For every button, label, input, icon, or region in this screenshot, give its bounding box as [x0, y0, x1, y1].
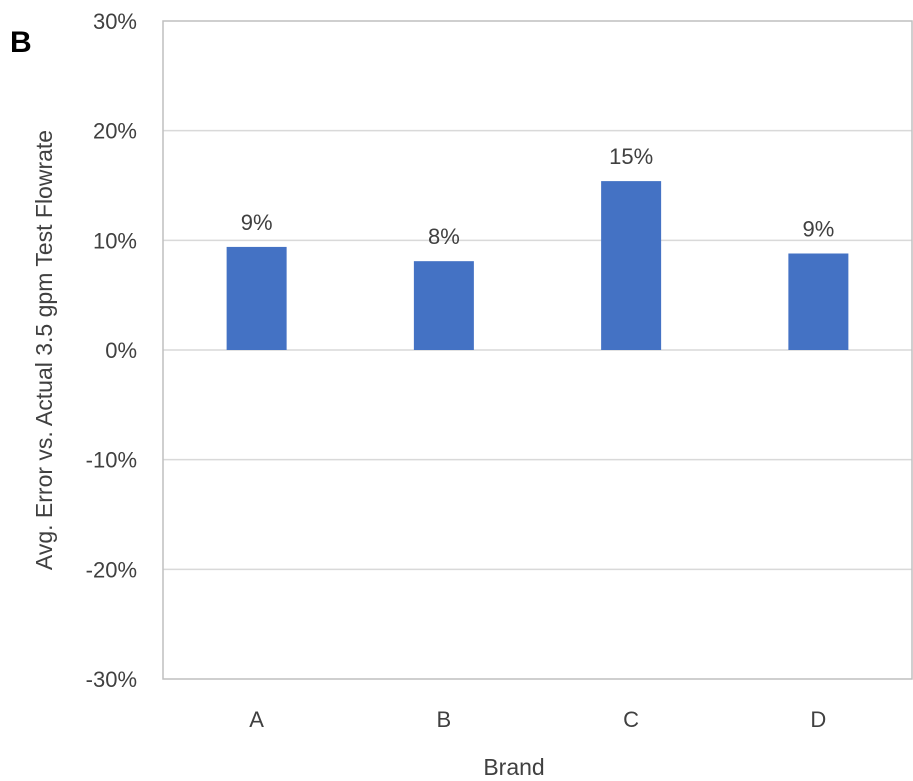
panel-label: B: [10, 26, 32, 59]
y-tick-label: -20%: [86, 557, 137, 582]
bar-c: [601, 181, 662, 350]
x-axis-ticks: A B C D: [249, 707, 826, 732]
y-axis-ticks: 30% 20% 10% 0% -10% -20% -30%: [86, 9, 137, 692]
bar-a: [226, 246, 287, 350]
plot-area-border: [162, 20, 913, 680]
y-tick-label: 30%: [93, 9, 137, 34]
x-tick-label-d: D: [810, 707, 826, 732]
x-tick-label-a: A: [249, 707, 264, 732]
x-tick-label-b: B: [437, 707, 452, 732]
data-labels: 9% 8% 15% 9%: [241, 144, 835, 249]
y-tick-label: 20%: [93, 119, 137, 144]
y-tick-label: -30%: [86, 667, 137, 692]
x-axis-title: Brand: [483, 754, 544, 780]
y-tick-label: 0%: [105, 338, 137, 363]
y-tick-label: -10%: [86, 448, 137, 473]
bar-d: [788, 253, 849, 350]
x-tick-label-c: C: [623, 707, 639, 732]
data-label-c: 15%: [609, 144, 653, 169]
grid-lines: [163, 129, 912, 571]
y-axis-title: Avg. Error vs. Actual 3.5 gpm Test Flowr…: [31, 130, 57, 570]
y-tick-label: 10%: [93, 228, 137, 253]
data-label-a: 9%: [241, 210, 273, 235]
data-label-d: 9%: [802, 216, 834, 241]
bars: [226, 181, 849, 350]
bar-b: [413, 261, 474, 350]
data-label-b: 8%: [428, 224, 460, 249]
